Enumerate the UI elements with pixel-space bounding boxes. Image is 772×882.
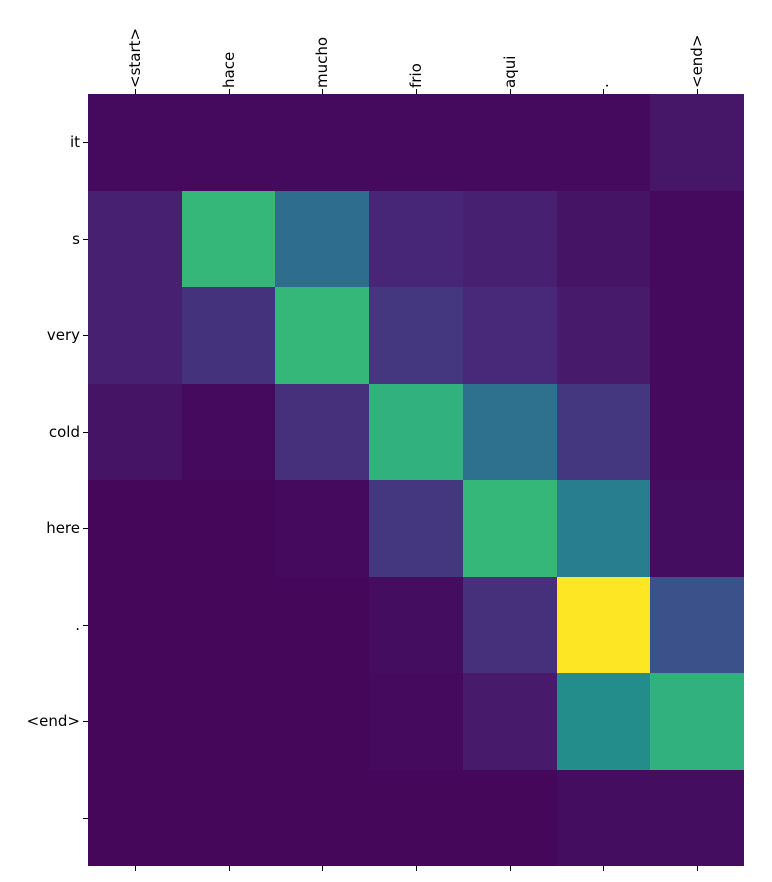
heatmap-cell: [556, 480, 651, 577]
heatmap-cell: [462, 94, 557, 191]
x-tick-mark-bottom: [134, 866, 136, 871]
x-tick-mark-bottom: [697, 866, 699, 871]
heatmap-cell: [650, 480, 744, 577]
heatmap-cell: [181, 673, 276, 770]
y-tick-label: cold: [48, 422, 80, 441]
heatmap-cell: [181, 576, 276, 673]
y-tick-label: .: [75, 615, 80, 634]
y-tick-mark-left: [83, 335, 88, 337]
y-tick-mark-left: [83, 528, 88, 530]
x-tick-label: mucho: [313, 36, 332, 88]
heatmap-cell: [88, 576, 182, 673]
x-tick-mark-top: [603, 89, 605, 94]
heatmap-cell: [369, 383, 463, 480]
heatmap-cell: [88, 769, 182, 866]
heatmap-cell: [556, 576, 651, 673]
heatmap-cell: [650, 769, 744, 866]
x-tick-label: <end>: [688, 34, 707, 88]
y-tick-mark-left: [83, 142, 88, 144]
x-tick-mark-bottom: [509, 866, 511, 871]
y-tick-mark-left: [83, 238, 88, 240]
x-tick-mark-bottom: [228, 866, 230, 871]
x-tick-label: hace: [219, 51, 238, 88]
heatmap-cell: [275, 769, 370, 866]
x-tick-mark-top: [416, 89, 417, 94]
x-tick-label: .: [594, 83, 613, 88]
x-tick-mark-top: [509, 89, 511, 94]
y-tick-mark-left: [83, 721, 88, 723]
heatmap-cell: [275, 673, 370, 770]
heatmap-cell: [88, 94, 182, 191]
heatmap-cell: [556, 287, 651, 384]
heatmap-cell: [369, 94, 463, 191]
heatmap-cell: [369, 190, 463, 287]
heatmap-cell: [88, 480, 182, 577]
heatmap-cell: [462, 480, 557, 577]
y-tick-mark-left: [83, 431, 88, 433]
heatmap-cell: [369, 480, 463, 577]
heatmap-grid: [88, 94, 744, 866]
heatmap-cell: [181, 480, 276, 577]
heatmap-cell: [556, 94, 651, 191]
x-tick-mark-top: [134, 89, 136, 94]
x-tick-label: frio: [407, 63, 425, 88]
heatmap-cell: [88, 287, 182, 384]
heatmap-cell: [181, 190, 276, 287]
heatmap-cell: [369, 769, 463, 866]
heatmap-cell: [650, 673, 744, 770]
heatmap-cell: [556, 673, 651, 770]
heatmap-cell: [275, 190, 370, 287]
heatmap-cell: [181, 383, 276, 480]
x-tick-mark-top: [228, 89, 230, 94]
heatmap-cell: [650, 576, 744, 673]
y-tick-label: very: [46, 326, 80, 345]
heatmap-cell: [462, 576, 557, 673]
heatmap-cell: [556, 769, 651, 866]
y-tick-label: s: [72, 229, 80, 248]
heatmap-cell: [88, 190, 182, 287]
heatmap-cell: [556, 190, 651, 287]
heatmap-cell: [369, 287, 463, 384]
heatmap-cell: [462, 287, 557, 384]
x-tick-label: <start>: [125, 27, 144, 88]
heatmap-cell: [369, 673, 463, 770]
y-tick-label: here: [46, 519, 80, 538]
x-tick-mark-top: [697, 89, 699, 94]
y-tick-mark-left: [83, 624, 88, 626]
heatmap-cell: [88, 383, 182, 480]
x-tick-mark-bottom: [322, 866, 324, 871]
y-tick-label: <end>: [26, 712, 80, 731]
heatmap-cell: [650, 190, 744, 287]
heatmap-cell: [650, 383, 744, 480]
heatmap-cell: [650, 287, 744, 384]
x-tick-mark-bottom: [416, 866, 417, 871]
heatmap-cell: [275, 576, 370, 673]
heatmap-cell: [369, 576, 463, 673]
x-tick-mark-top: [322, 89, 324, 94]
x-tick-label: aqui: [500, 55, 519, 88]
heatmap-cell: [275, 94, 370, 191]
heatmap-cell: [650, 94, 744, 191]
heatmap-cell: [88, 673, 182, 770]
x-tick-mark-bottom: [603, 866, 605, 871]
heatmap-cell: [181, 94, 276, 191]
y-tick-mark-left: [83, 817, 88, 819]
y-tick-label: it: [69, 133, 80, 152]
heatmap-cell: [275, 383, 370, 480]
heatmap-cell: [181, 287, 276, 384]
heatmap-cell: [181, 769, 276, 866]
heatmap-cell: [275, 480, 370, 577]
heatmap-cell: [462, 383, 557, 480]
heatmap-cell: [462, 769, 557, 866]
heatmap-cell: [462, 673, 557, 770]
heatmap-cell: [556, 383, 651, 480]
heatmap-cell: [462, 190, 557, 287]
heatmap-cell: [275, 287, 370, 384]
